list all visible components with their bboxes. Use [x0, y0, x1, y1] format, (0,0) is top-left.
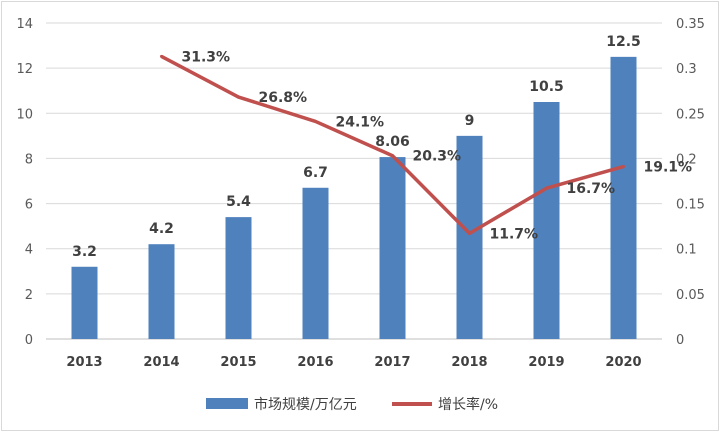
line-point: [468, 231, 471, 235]
line-value-label: 26.8%: [259, 90, 308, 106]
bar: [610, 56, 637, 339]
x-axis: 2013 2014 2015 2016 2017 2018 2019 2020: [66, 355, 641, 370]
y-right-tick-label: 0.35: [676, 17, 705, 32]
y-left-tick-label: 12: [16, 62, 33, 77]
line-point: [391, 154, 394, 158]
bar-value-label: 10.5: [529, 79, 564, 95]
line-point: [237, 95, 240, 99]
y-right-tick-label: 0.2: [676, 152, 697, 167]
bar-value-label: 4.2: [149, 221, 174, 237]
y-right-tick-label: 0: [676, 333, 684, 348]
bar: [71, 266, 98, 339]
bar-value-label: 3.2: [72, 244, 97, 260]
bar: [533, 102, 560, 339]
bar: [225, 217, 252, 339]
y-left-tick-label: 8: [25, 152, 33, 167]
bar: [379, 157, 406, 339]
y-right-tick-label: 0.3: [676, 62, 697, 77]
line-value-label: 11.7%: [490, 226, 539, 242]
legend-swatch-bar: [206, 398, 248, 409]
x-tick-label: 2020: [605, 355, 641, 370]
legend: 市场规模/万亿元 增长率/%: [206, 396, 498, 413]
y-left-tick-label: 6: [25, 198, 33, 213]
bar-value-label: 6.7: [303, 165, 328, 181]
line-value-label: 19.1%: [644, 160, 693, 176]
y-left-tick-label: 0: [25, 333, 33, 348]
y-right-tick-label: 0.25: [676, 107, 705, 122]
y-left-tick-label: 14: [16, 17, 33, 32]
line-series: [160, 54, 625, 236]
x-tick-label: 2014: [143, 355, 179, 370]
y-right-tick-label: 0.1: [676, 243, 697, 258]
bar-value-label: 5.4: [226, 194, 251, 210]
x-tick-label: 2019: [528, 355, 564, 370]
x-tick-label: 2013: [66, 355, 102, 370]
bar: [456, 135, 483, 339]
line-data-labels: 31.3% 26.8% 24.1% 20.3% 11.7% 16.7% 19.1%: [182, 49, 693, 242]
x-tick-label: 2018: [451, 355, 487, 370]
line-point: [314, 119, 317, 123]
line-value-label: 20.3%: [413, 149, 462, 165]
y-axis-right: 0 0.05 0.1 0.15 0.2 0.25 0.3 0.35: [676, 17, 705, 348]
line-point: [160, 54, 163, 58]
x-tick-label: 2015: [220, 355, 256, 370]
bar-value-label: 9: [465, 113, 475, 129]
y-left-tick-label: 2: [25, 288, 33, 303]
bar: [302, 187, 329, 339]
y-left-tick-label: 4: [25, 243, 33, 258]
bar-data-labels: 3.2 4.2 5.4 6.7 8.06 9 10.5 12.5: [72, 34, 641, 260]
bar-value-label: 12.5: [606, 34, 641, 50]
x-tick-label: 2017: [374, 355, 410, 370]
bar: [148, 244, 175, 339]
y-right-tick-label: 0.05: [676, 288, 705, 303]
line-point: [622, 165, 625, 169]
line-value-label: 31.3%: [182, 49, 231, 65]
y-left-tick-label: 10: [16, 107, 33, 122]
bar-value-label: 8.06: [375, 134, 410, 150]
line-value-label: 24.1%: [336, 114, 385, 130]
y-right-tick-label: 0.15: [676, 198, 705, 213]
line-value-label: 16.7%: [567, 181, 616, 197]
line-point: [545, 186, 548, 190]
legend-label-bar: 市场规模/万亿元: [254, 396, 357, 413]
y-axis-left: 0 2 4 6 8 10 12 14: [16, 17, 33, 348]
x-tick-label: 2016: [297, 355, 333, 370]
legend-label-line: 增长率/%: [438, 396, 498, 413]
bar-series: [71, 56, 637, 339]
